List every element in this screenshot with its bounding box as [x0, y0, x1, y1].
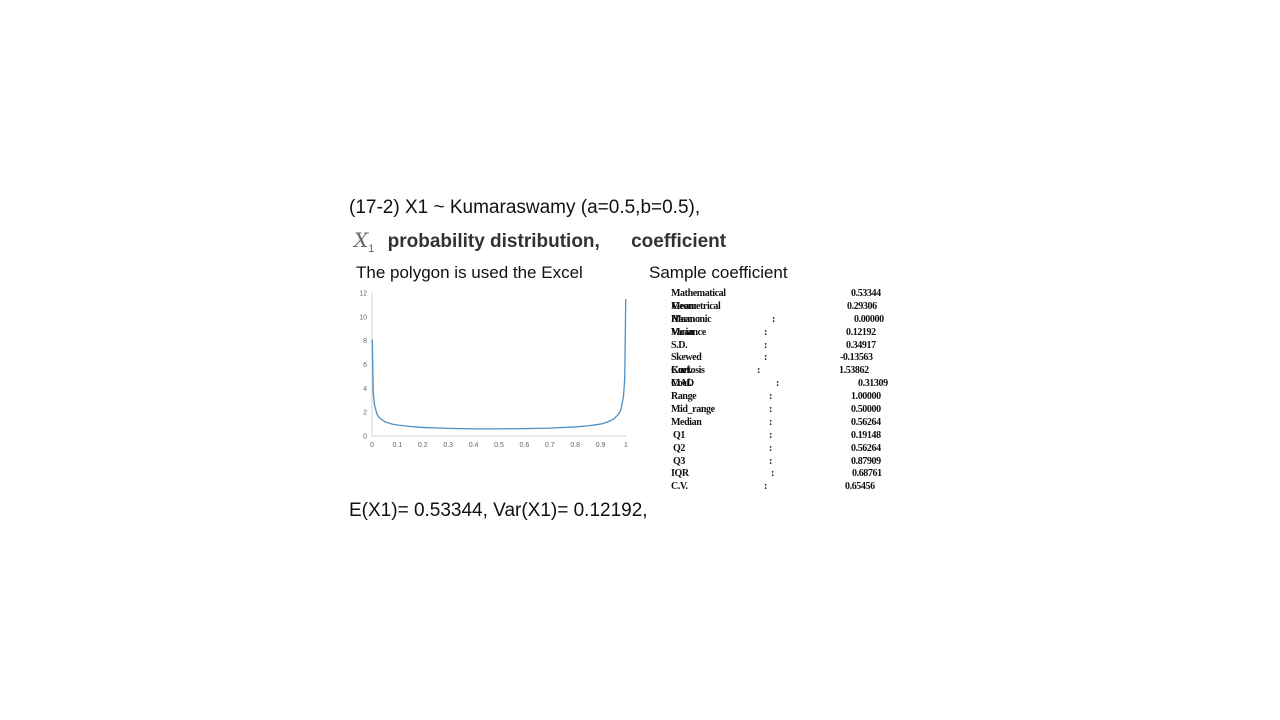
sample-coefficient-caption: Sample coefficient — [649, 263, 788, 282]
stat-value: -0.13563 — [840, 352, 873, 364]
x-tick-label: 0.5 — [494, 442, 504, 449]
stat-value: 0.00000 — [854, 313, 884, 325]
stat-value: 0.31309 — [858, 378, 888, 390]
stat-colon: : — [764, 326, 767, 338]
stat-value: 1.00000 — [851, 391, 881, 403]
stat-colon: : — [771, 468, 774, 480]
stat-label: Variance — [671, 326, 706, 338]
stat-value: 0.50000 — [851, 404, 881, 416]
x-tick-label: 0.4 — [469, 442, 479, 449]
x-tick-label: 0.7 — [545, 442, 555, 449]
stat-label: Q1 — [673, 429, 685, 441]
stat-colon: : — [772, 313, 775, 325]
stat-label: Geometrical Mean : — [672, 300, 721, 325]
stat-value: 0.29306 — [847, 300, 877, 312]
x-tick-label: 0.3 — [443, 442, 453, 449]
x-tick-label: 0 — [370, 442, 374, 449]
stat-label: Kurtosis Coef. — [671, 365, 705, 390]
expectation-variance-result: E(X1)= 0.53344, Var(X1)= 0.12192, — [349, 500, 648, 521]
stat-colon: : — [776, 378, 779, 390]
stat-value: 0.56264 — [851, 442, 881, 454]
x-tick-label: 0.1 — [393, 442, 403, 449]
stat-label: Skewed Coef. — [671, 352, 702, 377]
heading: (17-2) X1 ~ Kumaraswamy (a=0.5,b=0.5), — [349, 197, 701, 218]
variable-symbol: X — [354, 228, 369, 252]
stat-colon: : — [769, 404, 772, 416]
stat-colon: : — [757, 365, 760, 377]
stat-value: 1.53862 — [839, 365, 869, 377]
stat-label: C.V. — [671, 481, 688, 493]
stat-colon: : — [769, 416, 772, 428]
stat-colon: : — [764, 339, 767, 351]
y-tick-label: 2 — [363, 410, 367, 417]
y-tick-label: 4 — [363, 386, 367, 393]
distribution-line: X1 probability distribution, coefficient — [354, 228, 726, 255]
x-tick-label: 1 — [624, 442, 628, 449]
stat-label: Mid_range — [671, 404, 715, 416]
stat-value: 0.65456 — [845, 481, 875, 493]
variable-subscript: 1 — [368, 242, 375, 255]
stat-colon: : — [769, 442, 772, 454]
stat-label: Q2 — [673, 442, 685, 454]
x-tick-label: 0.8 — [570, 442, 580, 449]
stat-colon: : — [764, 352, 767, 364]
stat-label: MAD — [671, 378, 694, 390]
stat-value: 0.87909 — [851, 455, 881, 467]
x-tick-label: 0.2 — [418, 442, 428, 449]
stat-value: 0.53344 — [851, 288, 881, 299]
stat-label: IQR — [671, 468, 689, 480]
y-tick-label: 12 — [359, 291, 367, 298]
stat-colon: : — [769, 429, 772, 441]
y-tick-label: 0 — [363, 434, 367, 441]
distribution-text: probability distribution, — [387, 231, 600, 252]
y-tick-label: 8 — [363, 338, 367, 345]
x-tick-label: 0.6 — [520, 442, 530, 449]
stat-value: 0.19148 — [851, 429, 881, 441]
stat-label: Range — [671, 391, 697, 403]
stat-label: S.D. — [671, 339, 688, 351]
stat-value: 0.68761 — [852, 468, 882, 480]
stat-colon: : — [769, 455, 772, 467]
stat-label: Harmonic Mean — [671, 313, 712, 338]
coefficient-text: coefficient — [631, 231, 727, 252]
stat-colon: : — [769, 391, 772, 403]
stat-value: 0.34917 — [846, 339, 876, 351]
stat-label: Mathematical Mean: — [671, 288, 726, 312]
x-tick-label: 0.9 — [596, 442, 606, 449]
y-tick-label: 6 — [363, 362, 367, 369]
y-tick-label: 10 — [359, 314, 367, 321]
stat-colon: : — [764, 481, 767, 493]
polygon-caption: The polygon is used the Excel — [356, 263, 583, 282]
density-chart: 0 2 4 6 8 10 12 0 0.1 0.2 0.3 0.4 0.5 0.6 0.7 0.8 0.9 1 — [359, 291, 628, 450]
stat-value: 0.12192 — [846, 326, 876, 338]
stat-label: Q3 — [673, 455, 685, 467]
stat-label: Median — [671, 416, 702, 428]
stat-value: 0.56264 — [851, 416, 881, 428]
series-line — [371, 298, 627, 430]
